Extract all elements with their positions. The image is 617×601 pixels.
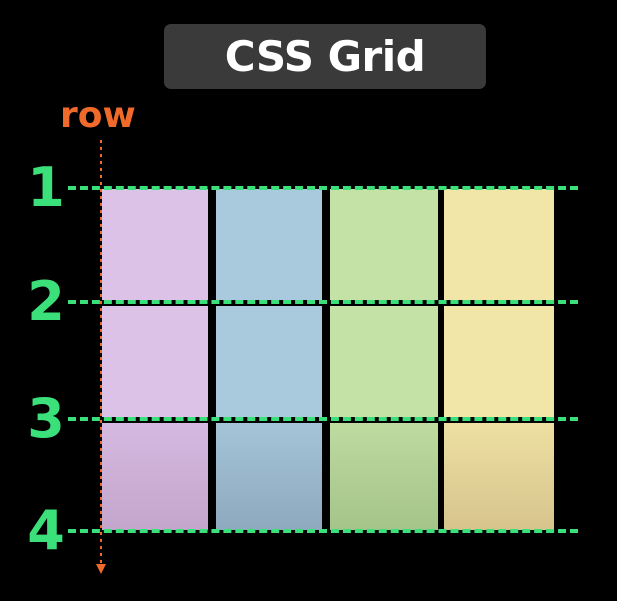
row-line-number-2: 2 bbox=[27, 270, 65, 333]
grid-cell-r3-c1 bbox=[102, 423, 208, 530]
grid-cell-r3-c4 bbox=[444, 423, 554, 530]
grid-cell-r1-c4 bbox=[444, 189, 554, 300]
row-axis-arrow bbox=[96, 140, 106, 574]
row-line-number-4: 4 bbox=[27, 499, 65, 562]
row-line-number-3: 3 bbox=[27, 387, 65, 450]
row-line-number-1: 1 bbox=[27, 156, 65, 219]
grid-cell-r1-c3 bbox=[330, 189, 438, 300]
row-line-1 bbox=[68, 186, 578, 190]
row-line-2 bbox=[68, 300, 578, 304]
title-text: CSS Grid bbox=[224, 32, 426, 81]
grid-cell-r1-c1 bbox=[102, 189, 208, 300]
grid-cell-r2-c1 bbox=[102, 306, 208, 417]
grid-cell-r3-c2 bbox=[216, 423, 322, 530]
grid-cell-r3-c3 bbox=[330, 423, 438, 530]
title-badge: CSS Grid bbox=[164, 24, 486, 89]
row-axis-label: row bbox=[60, 95, 136, 136]
row-line-4 bbox=[68, 529, 578, 533]
grid-cell-r2-c3 bbox=[330, 306, 438, 417]
grid-cell-r2-c4 bbox=[444, 306, 554, 417]
grid-cell-r1-c2 bbox=[216, 189, 322, 300]
grid-cell-r2-c2 bbox=[216, 306, 322, 417]
row-line-3 bbox=[68, 417, 578, 421]
